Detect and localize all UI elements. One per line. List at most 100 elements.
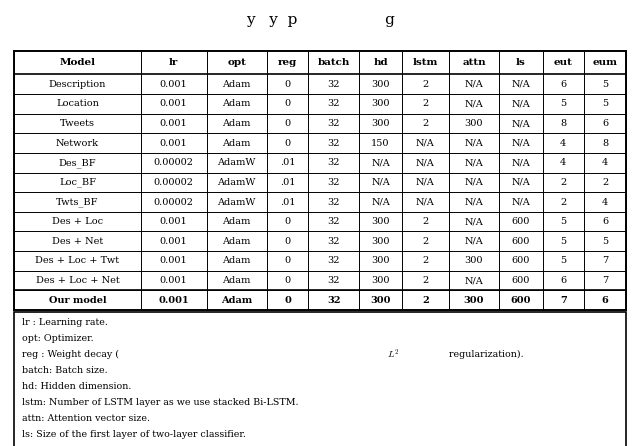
- Text: 5: 5: [602, 237, 608, 246]
- Text: N/A: N/A: [465, 80, 483, 89]
- Text: 5: 5: [560, 237, 566, 246]
- Text: reg : Weight decay (: reg : Weight decay (: [22, 350, 119, 359]
- Text: 600: 600: [512, 217, 530, 226]
- Text: N/A: N/A: [511, 198, 531, 206]
- Text: 2: 2: [560, 178, 566, 187]
- Text: Twts_BF: Twts_BF: [56, 197, 99, 207]
- Text: batch: Batch size.: batch: Batch size.: [22, 366, 108, 375]
- Text: 6: 6: [602, 217, 608, 226]
- Text: AdamW: AdamW: [218, 198, 256, 206]
- Text: 32: 32: [328, 139, 340, 148]
- Text: 5: 5: [602, 99, 608, 108]
- Text: y   y  p                  g: y y p g: [246, 13, 394, 27]
- Text: 5: 5: [560, 256, 566, 265]
- Text: eum: eum: [593, 58, 618, 67]
- Text: N/A: N/A: [465, 178, 483, 187]
- Text: 0.001: 0.001: [160, 119, 188, 128]
- Text: Description: Description: [49, 80, 106, 89]
- Text: 0.001: 0.001: [160, 237, 188, 246]
- Text: 6: 6: [560, 80, 566, 89]
- Text: 0.001: 0.001: [160, 256, 188, 265]
- Text: 0.001: 0.001: [160, 99, 188, 108]
- Text: N/A: N/A: [416, 158, 435, 167]
- Text: N/A: N/A: [511, 99, 531, 108]
- Text: 7: 7: [602, 276, 608, 285]
- Text: Adam: Adam: [223, 256, 251, 265]
- Text: Des_BF: Des_BF: [59, 158, 96, 168]
- Text: 300: 300: [371, 296, 391, 305]
- Text: 2: 2: [422, 99, 429, 108]
- Text: 0: 0: [284, 276, 291, 285]
- Text: batch: batch: [317, 58, 350, 67]
- Text: opt: Optimizer.: opt: Optimizer.: [22, 334, 93, 343]
- Text: 0: 0: [284, 80, 291, 89]
- Text: Adam: Adam: [223, 276, 251, 285]
- Text: Network: Network: [56, 139, 99, 148]
- Text: 0.001: 0.001: [160, 217, 188, 226]
- Text: $L^2$: $L^2$: [387, 348, 400, 361]
- Text: 600: 600: [512, 276, 530, 285]
- Text: 2: 2: [422, 256, 429, 265]
- Text: 5: 5: [560, 217, 566, 226]
- Text: hd: Hidden dimension.: hd: Hidden dimension.: [22, 382, 131, 391]
- Text: eut: eut: [554, 58, 573, 67]
- Text: 4: 4: [602, 198, 608, 206]
- Text: N/A: N/A: [416, 198, 435, 206]
- Text: 7: 7: [602, 256, 608, 265]
- Text: Our model: Our model: [49, 296, 106, 305]
- Text: 0.00002: 0.00002: [154, 178, 194, 187]
- Text: Location: Location: [56, 99, 99, 108]
- Text: 2: 2: [422, 237, 429, 246]
- Text: 150: 150: [371, 139, 390, 148]
- Text: reg: reg: [278, 58, 297, 67]
- Text: attn: Attention vector size.: attn: Attention vector size.: [22, 414, 150, 423]
- Text: N/A: N/A: [371, 178, 390, 187]
- Text: 300: 300: [371, 217, 390, 226]
- Text: .01: .01: [280, 158, 295, 167]
- Text: Adam: Adam: [223, 139, 251, 148]
- Text: N/A: N/A: [416, 178, 435, 187]
- Text: 0.00002: 0.00002: [154, 158, 194, 167]
- Text: 0: 0: [284, 237, 291, 246]
- Text: 300: 300: [371, 237, 390, 246]
- Text: 300: 300: [465, 256, 483, 265]
- Text: 4: 4: [560, 158, 566, 167]
- Text: 8: 8: [560, 119, 566, 128]
- Text: 600: 600: [512, 256, 530, 265]
- Text: 32: 32: [328, 256, 340, 265]
- Text: 7: 7: [560, 296, 567, 305]
- Text: lr : Learning rate.: lr : Learning rate.: [22, 318, 108, 327]
- Text: 8: 8: [602, 139, 608, 148]
- Text: 32: 32: [328, 217, 340, 226]
- Text: N/A: N/A: [465, 276, 483, 285]
- Text: N/A: N/A: [511, 178, 531, 187]
- Text: AdamW: AdamW: [218, 158, 256, 167]
- Text: lr: lr: [169, 58, 179, 67]
- Text: 0: 0: [284, 296, 291, 305]
- Text: 2: 2: [422, 217, 429, 226]
- Text: 300: 300: [371, 119, 390, 128]
- Text: 2: 2: [560, 198, 566, 206]
- Text: 32: 32: [328, 276, 340, 285]
- Text: 32: 32: [328, 237, 340, 246]
- Text: 300: 300: [371, 99, 390, 108]
- Text: 600: 600: [512, 237, 530, 246]
- Text: ls: ls: [516, 58, 525, 67]
- Text: 300: 300: [465, 119, 483, 128]
- Text: 0.001: 0.001: [160, 139, 188, 148]
- Text: lstm: Number of LSTM layer as we use stacked Bi-LSTM.: lstm: Number of LSTM layer as we use sta…: [22, 398, 298, 407]
- Text: 32: 32: [328, 178, 340, 187]
- Text: 5: 5: [560, 99, 566, 108]
- Text: Des + Net: Des + Net: [52, 237, 103, 246]
- Text: 2: 2: [422, 276, 429, 285]
- Bar: [14, 51, 626, 310]
- Text: N/A: N/A: [511, 119, 531, 128]
- Text: 0: 0: [284, 139, 291, 148]
- Text: 6: 6: [560, 276, 566, 285]
- Text: opt: opt: [227, 58, 246, 67]
- Text: 4: 4: [602, 158, 608, 167]
- Text: 4: 4: [560, 139, 566, 148]
- Text: ls: Size of the first layer of two-layer classifier.: ls: Size of the first layer of two-layer…: [22, 430, 246, 439]
- Text: 2: 2: [422, 80, 429, 89]
- Text: N/A: N/A: [465, 217, 483, 226]
